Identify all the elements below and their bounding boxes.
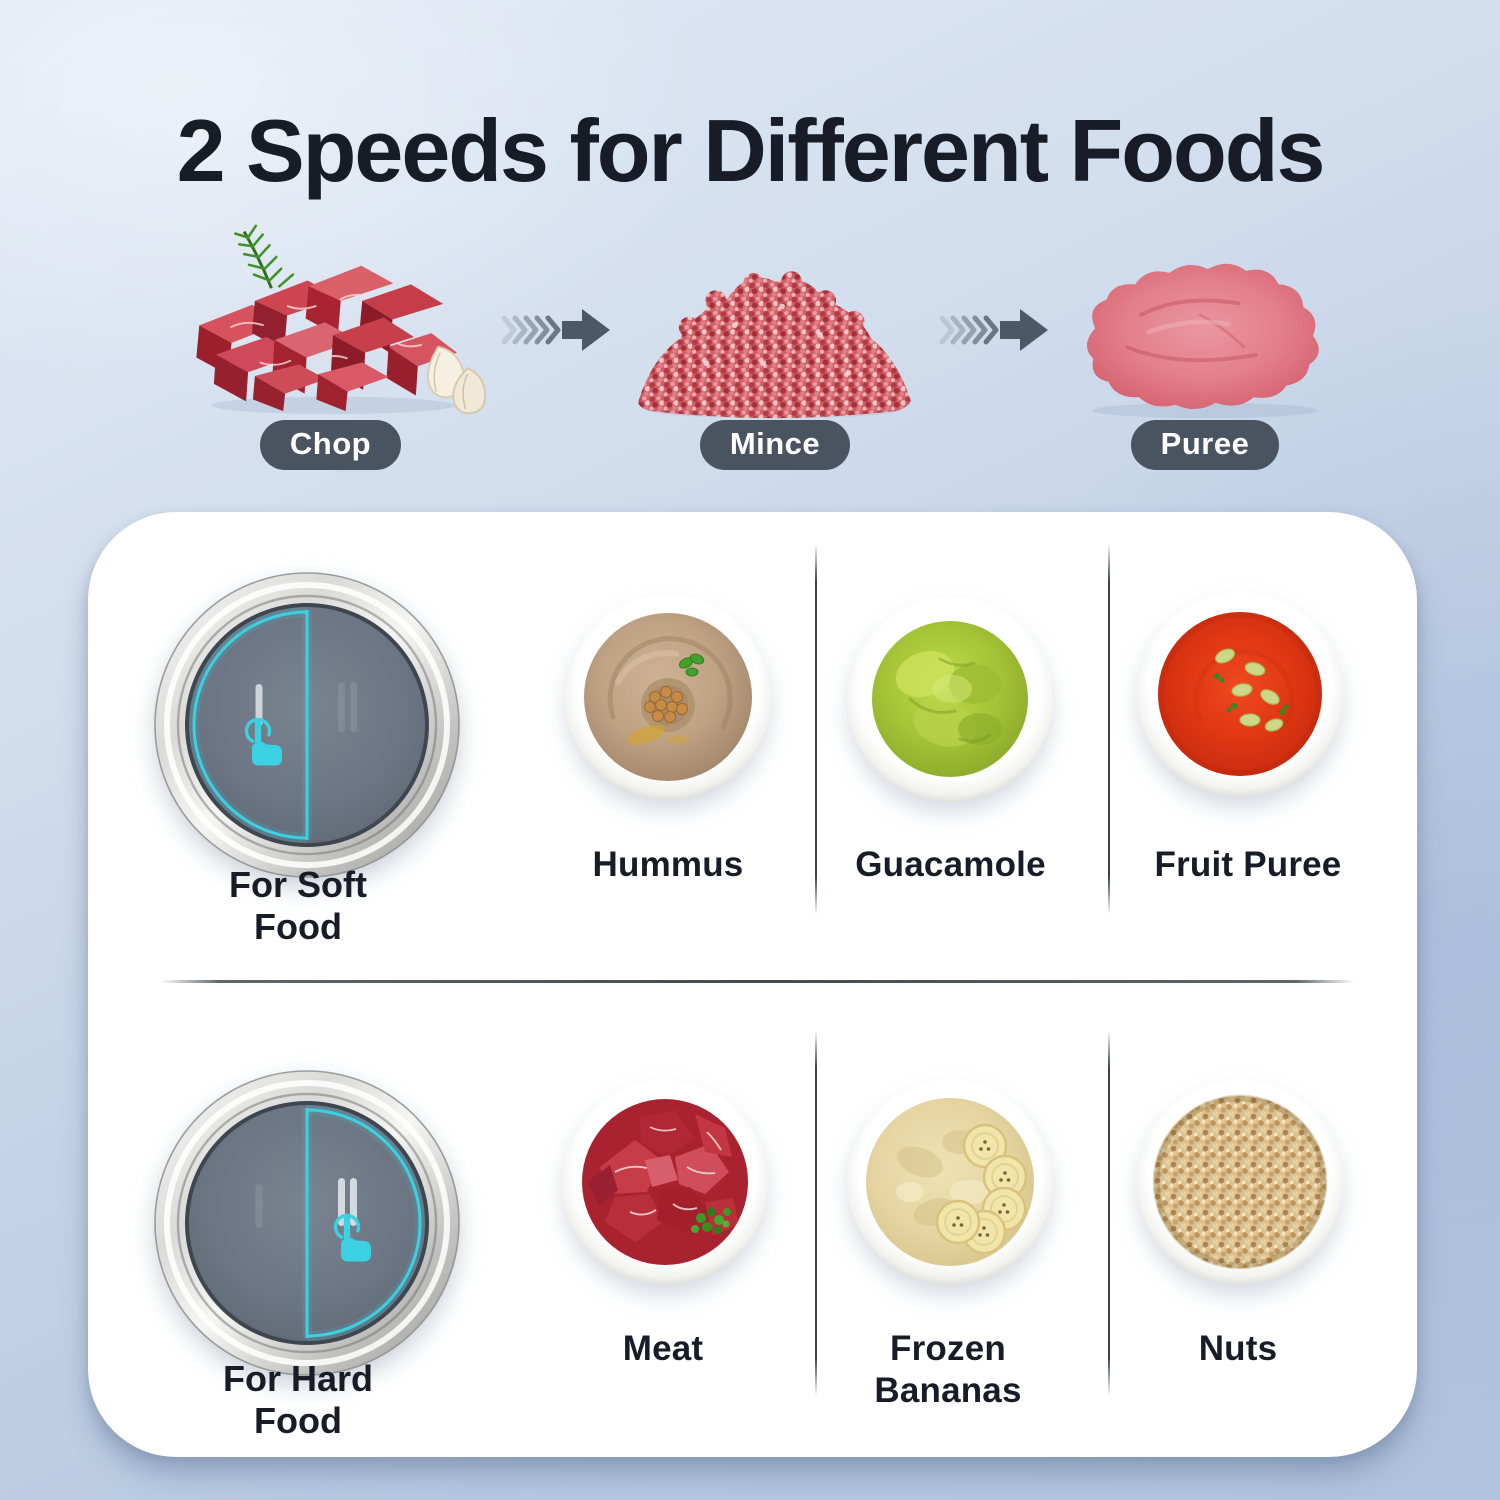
meat-bowl-image — [562, 1079, 768, 1285]
speed-card: For Soft Food — [88, 512, 1417, 1457]
speed-1-mark — [255, 684, 263, 726]
food-label-hummus: Hummus — [592, 845, 744, 884]
rosemary-sprig — [234, 224, 303, 296]
arrow-icon — [500, 299, 612, 361]
column-divider — [815, 545, 817, 913]
guacamole-bowl-image — [847, 596, 1053, 802]
beef-cubes — [196, 265, 457, 412]
column-divider — [1108, 1032, 1110, 1394]
process-step-pill-puree: Puree — [1130, 420, 1280, 470]
food-label-nuts: Nuts — [1198, 1329, 1278, 1368]
food-label-fruit-puree: Fruit Puree — [1154, 845, 1342, 884]
frozen-bananas-bowl-image — [847, 1079, 1053, 1285]
banana-slices — [935, 1123, 1028, 1255]
food-label-guacamole: Guacamole — [855, 845, 1046, 884]
garlic-cloves — [426, 345, 487, 415]
process-step-chop: Chop — [158, 420, 503, 470]
speed-1-mark — [255, 1184, 263, 1228]
page-title: 2 Speeds for Different Foods — [176, 101, 1326, 200]
food-label-frozen-bananas: Frozen Bananas — [874, 1329, 1022, 1410]
basil-garnish — [1214, 648, 1284, 732]
fruit-puree-bowl-image — [1137, 591, 1343, 797]
meat-puree-image — [1086, 263, 1319, 419]
minced-meat-image — [638, 271, 911, 419]
process-step-pill-chop: Chop — [259, 420, 402, 470]
cilantro-garnish — [678, 653, 705, 677]
dial-label-hard-food: For Hard Food — [222, 1358, 373, 1441]
process-step-mince: Mince — [614, 420, 936, 470]
hummus-bowl-image — [565, 594, 771, 800]
arrow-icon — [938, 299, 1050, 361]
beef-cubes-image — [196, 224, 487, 415]
speed-dial-hard — [154, 1070, 460, 1376]
column-divider — [815, 1032, 817, 1394]
food-label-meat: Meat — [622, 1329, 704, 1368]
dial-label-soft-food: For Soft Food — [229, 864, 367, 947]
column-divider — [1108, 545, 1110, 913]
speed-2-mark — [338, 1178, 357, 1226]
nuts-bowl-image — [1137, 1079, 1343, 1285]
row-divider — [160, 980, 1355, 983]
process-step-pill-mince: Mince — [699, 420, 851, 470]
process-step-puree: Puree — [1055, 420, 1355, 470]
parsley-garnish — [691, 1207, 731, 1234]
speed-dial-soft — [154, 572, 460, 878]
speed-2-mark — [338, 682, 357, 732]
